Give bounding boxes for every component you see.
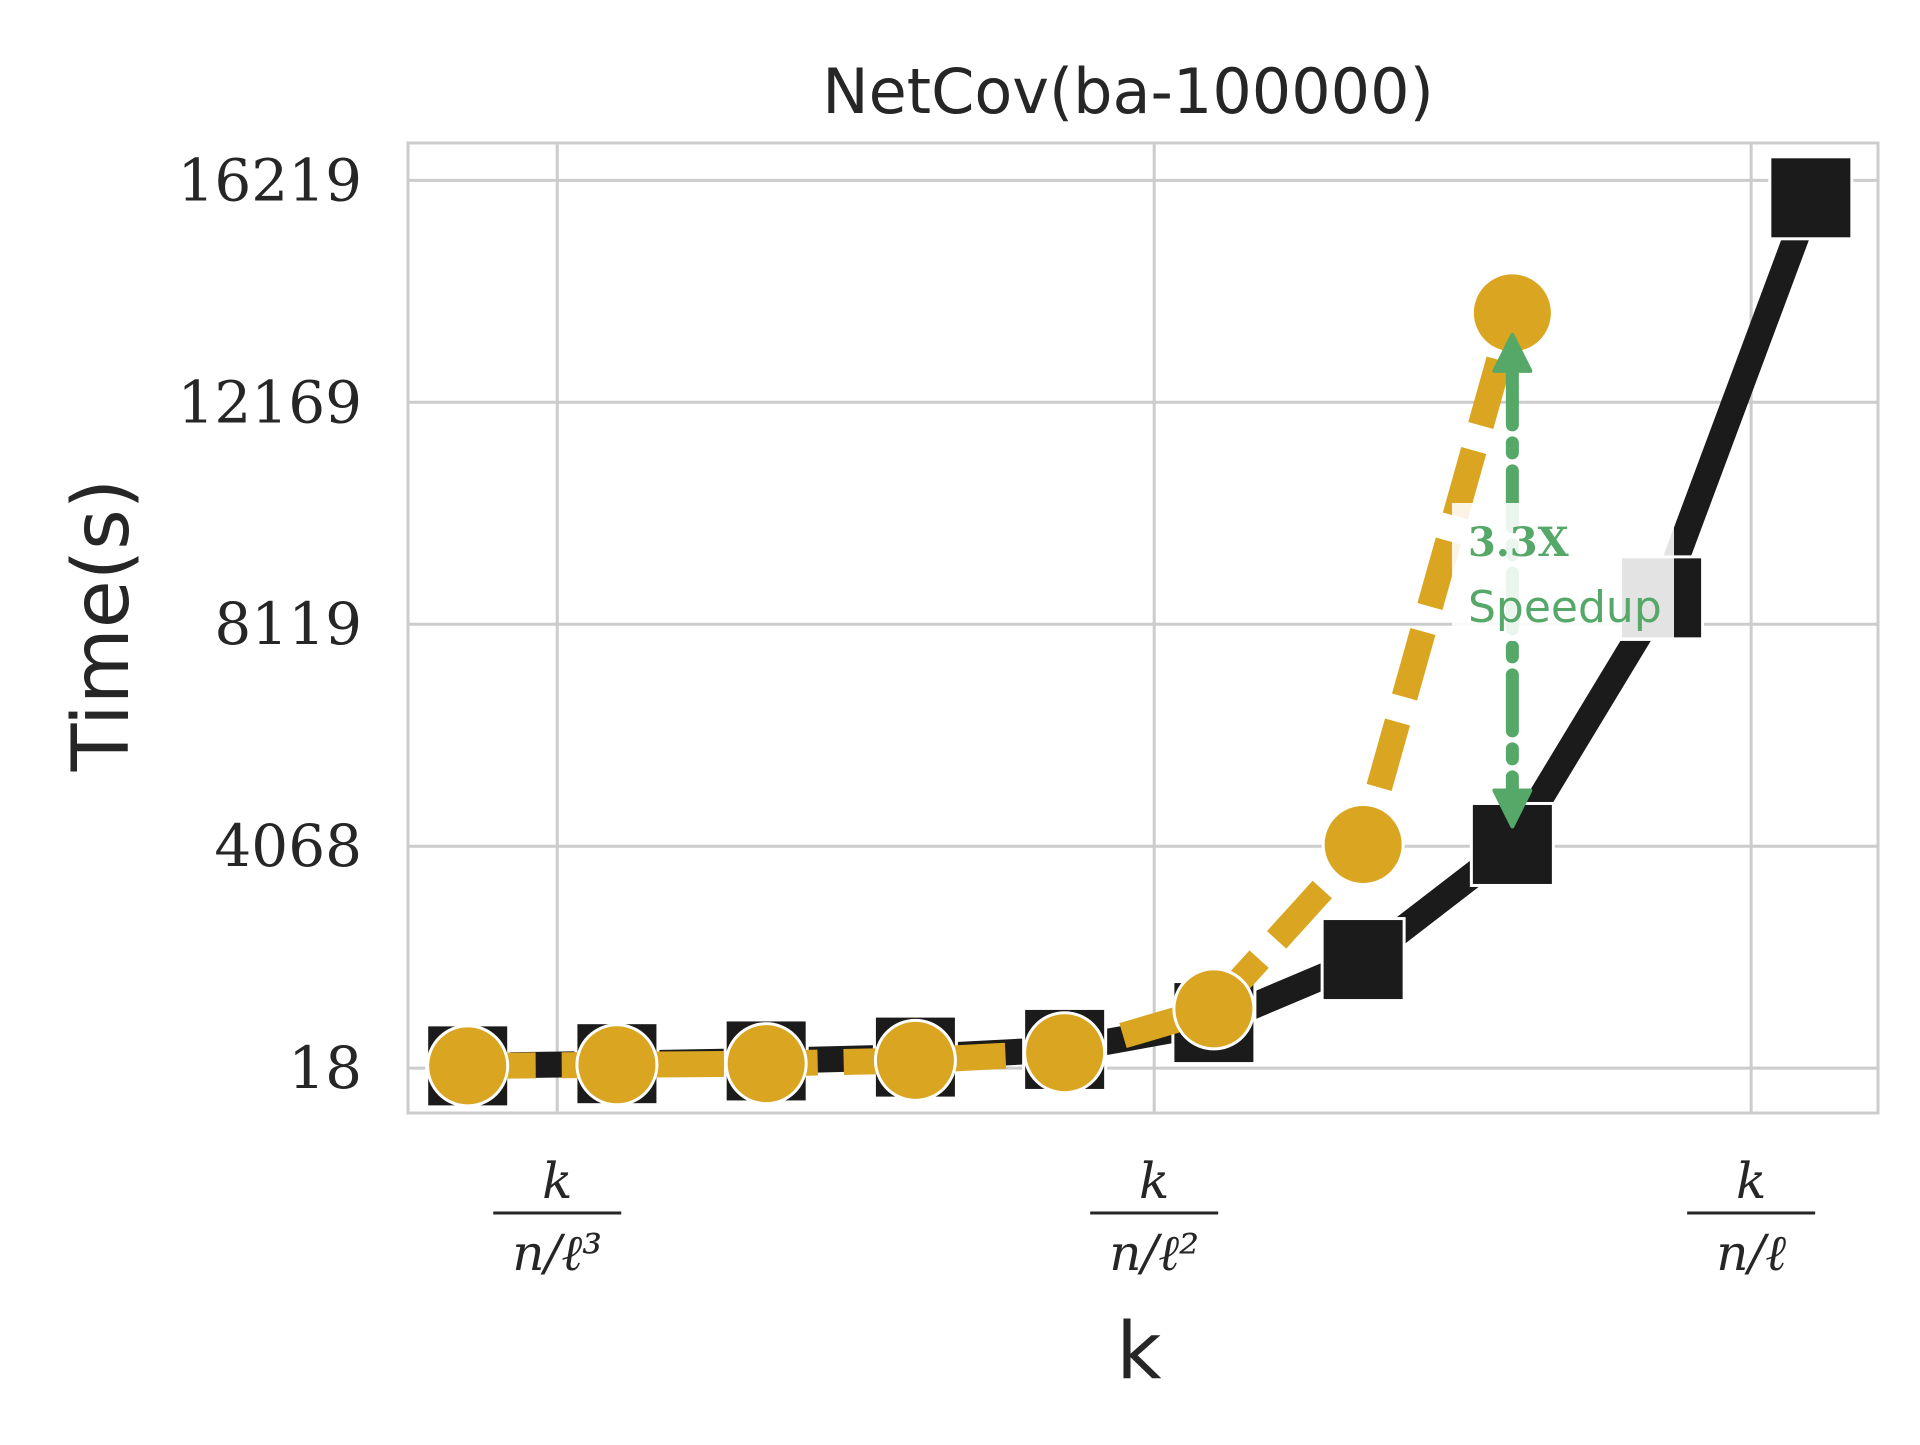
x-axis-label: k — [1116, 1307, 1161, 1397]
x-tick-denominator: n/ℓ² — [1109, 1224, 1199, 1282]
y-tick-label: 12169 — [177, 368, 362, 436]
speedup-annotation: 3.3X Speedup — [1452, 332, 1674, 829]
series-1-point — [724, 1022, 808, 1106]
series-layer — [425, 155, 1854, 1109]
series-1-line — [467, 309, 1525, 1079]
x-tick-labels: k n/ℓ³ k n/ℓ² k n/ℓ — [493, 1152, 1816, 1282]
series-0-point — [1768, 155, 1854, 241]
series-1-point — [426, 1024, 510, 1108]
y-axis-label: Time(s) — [57, 479, 147, 772]
x-tick-numerator: k — [542, 1152, 572, 1210]
speedup-arrow-head-up — [1492, 332, 1533, 373]
y-tick-label: 16219 — [177, 146, 362, 214]
x-tick-denominator: n/ℓ³ — [512, 1224, 602, 1282]
series-1-point — [1023, 1011, 1107, 1095]
x-tick-denominator: n/ℓ — [1716, 1224, 1786, 1282]
annotation-box — [1452, 503, 1674, 641]
x-tick-numerator: k — [1139, 1152, 1169, 1210]
speedup-arrow-head-down — [1492, 788, 1533, 829]
chart-title: NetCov(ba-100000) — [822, 55, 1434, 128]
series-0-point — [1320, 917, 1406, 1003]
annotation-speedup-label: Speedup — [1468, 582, 1662, 633]
y-tick-label: 8119 — [214, 590, 362, 658]
series-1-point — [873, 1018, 957, 1102]
plot-frame — [406, 141, 1880, 1115]
x-tick-numerator: k — [1736, 1152, 1766, 1210]
series-1-point — [1172, 967, 1256, 1051]
y-tick-label: 4068 — [214, 812, 362, 880]
y-tick-label: 18 — [288, 1034, 362, 1102]
annotation-speedup-value: 3.3X — [1468, 519, 1569, 566]
series-1-point — [575, 1023, 659, 1107]
y-tick-labels: 16219 12169 8119 4068 18 — [177, 146, 362, 1102]
series-1-point — [1321, 802, 1405, 886]
